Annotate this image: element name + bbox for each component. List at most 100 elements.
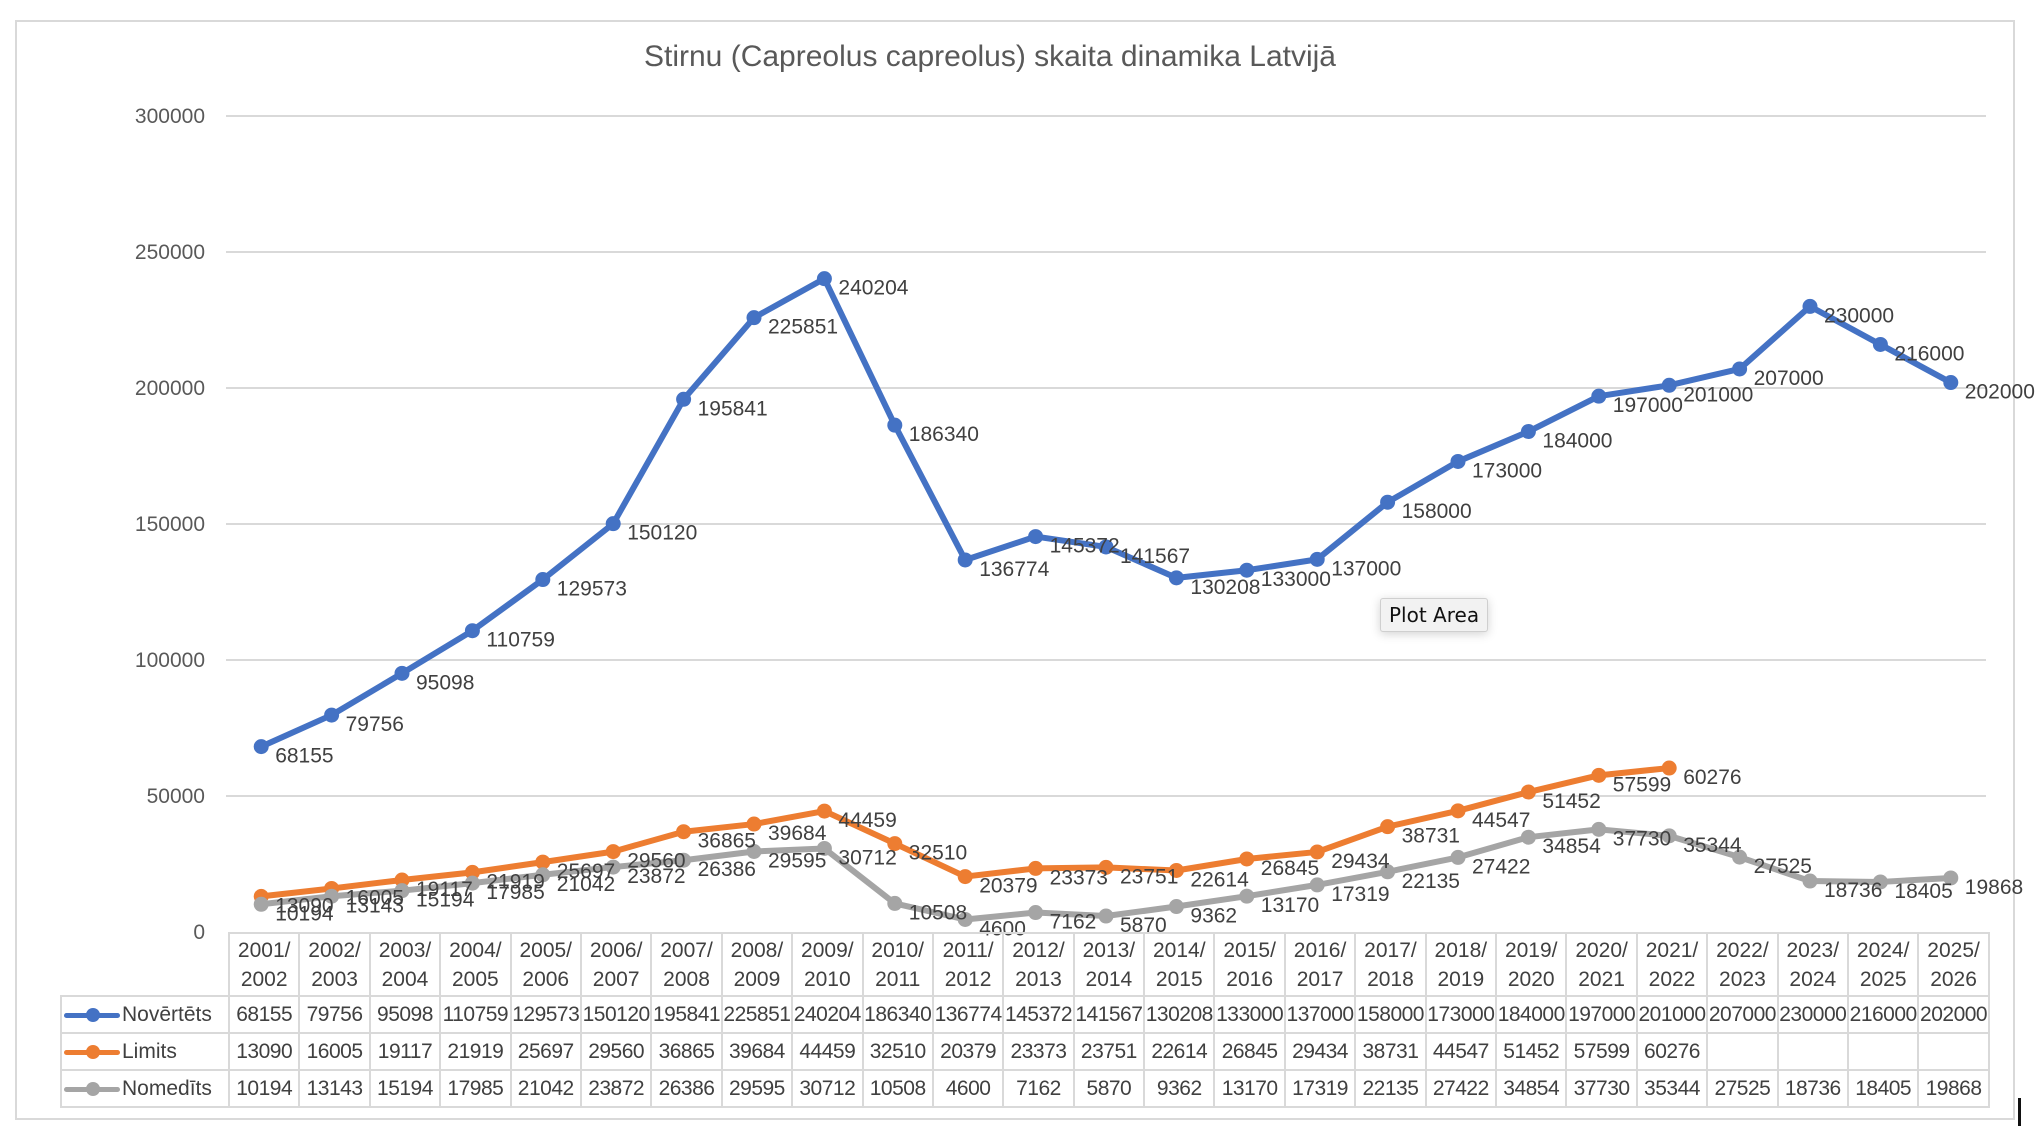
data-label: 150120 — [627, 522, 697, 545]
data-label: 18405 — [1894, 880, 1952, 903]
category-header-line: 2025/ — [1927, 938, 1980, 962]
table-cell: 27525 — [1706, 1069, 1779, 1108]
table-cell: 68155 — [227, 995, 301, 1034]
data-label: 26386 — [698, 858, 756, 881]
category-header-line: 2023/ — [1786, 938, 1840, 962]
legend-entry[interactable]: Nomedīts — [60, 1069, 230, 1108]
data-point — [1520, 784, 1536, 800]
category-header: 2014/2015 — [1143, 932, 1216, 997]
data-point — [1591, 821, 1607, 837]
category-header-line: 2011 — [875, 967, 921, 991]
table-cell: 137000 — [1283, 995, 1357, 1034]
category-header-line: 2022/ — [1716, 938, 1769, 962]
data-point — [324, 888, 340, 904]
category-header: 2024/2025 — [1846, 932, 1920, 997]
data-point — [1732, 361, 1748, 377]
data-label: 32510 — [909, 842, 967, 865]
data-label: 16005 — [346, 886, 404, 909]
data-point — [1943, 375, 1959, 391]
data-point — [1872, 874, 1888, 890]
data-label: 129573 — [557, 578, 627, 601]
data-point — [1098, 859, 1114, 875]
data-label: 22614 — [1190, 868, 1249, 891]
category-header-line: 2018 — [1367, 967, 1414, 991]
category-header: 2016/2017 — [1283, 932, 1357, 997]
data-point — [253, 739, 269, 755]
data-point — [1520, 424, 1536, 440]
data-point — [676, 391, 692, 407]
data-point — [1168, 862, 1184, 878]
data-label: 133000 — [1261, 568, 1331, 591]
data-label: 184000 — [1542, 430, 1612, 453]
table-cell: 17985 — [439, 1069, 512, 1108]
category-header: 2002/2003 — [298, 932, 371, 997]
table-cell: 25697 — [509, 1032, 582, 1071]
category-header-line: 2010 — [803, 967, 851, 991]
data-label: 22135 — [1402, 870, 1460, 893]
table-cell: 16005 — [298, 1032, 371, 1071]
data-point — [605, 859, 621, 875]
category-header: 2007/2008 — [650, 932, 723, 997]
data-point — [887, 836, 903, 852]
data-point — [464, 875, 480, 891]
legend-entry[interactable]: Limits — [60, 1032, 230, 1071]
table-cell: 36865 — [650, 1032, 723, 1071]
data-label: 30712 — [838, 846, 896, 869]
data-point — [1309, 844, 1325, 860]
data-label: 95098 — [416, 671, 474, 694]
gridlines — [226, 115, 1986, 797]
table-cell: 29595 — [720, 1069, 794, 1108]
data-label: 26845 — [1261, 857, 1319, 880]
data-label: 68155 — [275, 745, 333, 768]
table-cell: 60276 — [1635, 1032, 1709, 1071]
data-label: 37730 — [1613, 827, 1671, 850]
category-header: 2001/2002 — [227, 932, 301, 997]
data-label: 13143 — [346, 894, 404, 917]
category-header: 2019/2020 — [1495, 932, 1568, 997]
category-header-line: 2009 — [733, 967, 781, 991]
category-header: 2012/2013 — [1002, 932, 1075, 997]
data-point — [887, 895, 903, 911]
data-point — [1309, 551, 1325, 567]
data-label: 7162 — [1050, 911, 1097, 934]
data-point — [1520, 829, 1536, 845]
data-point — [1168, 899, 1184, 915]
table-cell: 13170 — [1213, 1069, 1286, 1108]
table-cell: 13143 — [298, 1069, 371, 1108]
y-tick-label: 0 — [193, 921, 205, 944]
category-header-line: 2001/ — [237, 938, 291, 962]
data-point — [746, 816, 762, 832]
table-cell — [1776, 1032, 1849, 1071]
data-label: 202000 — [1965, 381, 2035, 404]
data-point — [1380, 494, 1396, 510]
data-point — [1802, 298, 1818, 314]
table-cell: 29560 — [579, 1032, 653, 1071]
category-header-line: 2012 — [944, 967, 992, 991]
data-label: 18736 — [1824, 879, 1882, 902]
category-header-line: 2021 — [1578, 967, 1625, 991]
category-header: 2011/2012 — [931, 932, 1005, 997]
data-label: 36865 — [698, 830, 756, 853]
data-label: 230000 — [1824, 304, 1894, 327]
text-cursor — [2018, 1098, 2021, 1126]
data-label: 201000 — [1683, 383, 1753, 406]
legend-entry[interactable]: Novērtēts — [60, 995, 230, 1034]
category-header-line: 2020 — [1507, 967, 1555, 991]
data-label: 110759 — [486, 629, 555, 652]
data-point — [957, 911, 973, 927]
data-point — [1732, 849, 1748, 865]
category-header: 2023/2024 — [1776, 932, 1849, 997]
category-header-line: 2002 — [240, 967, 288, 991]
category-header: 2025/2026 — [1917, 932, 1990, 997]
category-header-line: 2012/ — [1012, 938, 1065, 962]
data-label: 197000 — [1613, 394, 1683, 417]
data-label: 13090 — [275, 894, 333, 917]
category-header: 2021/2022 — [1635, 932, 1709, 997]
table-cell: 23872 — [579, 1069, 653, 1108]
table-cell: 35344 — [1635, 1069, 1709, 1108]
data-label: 207000 — [1754, 367, 1824, 390]
table-cell: 201000 — [1635, 995, 1709, 1034]
category-header-line: 2008 — [663, 967, 710, 991]
data-point — [1591, 767, 1607, 783]
